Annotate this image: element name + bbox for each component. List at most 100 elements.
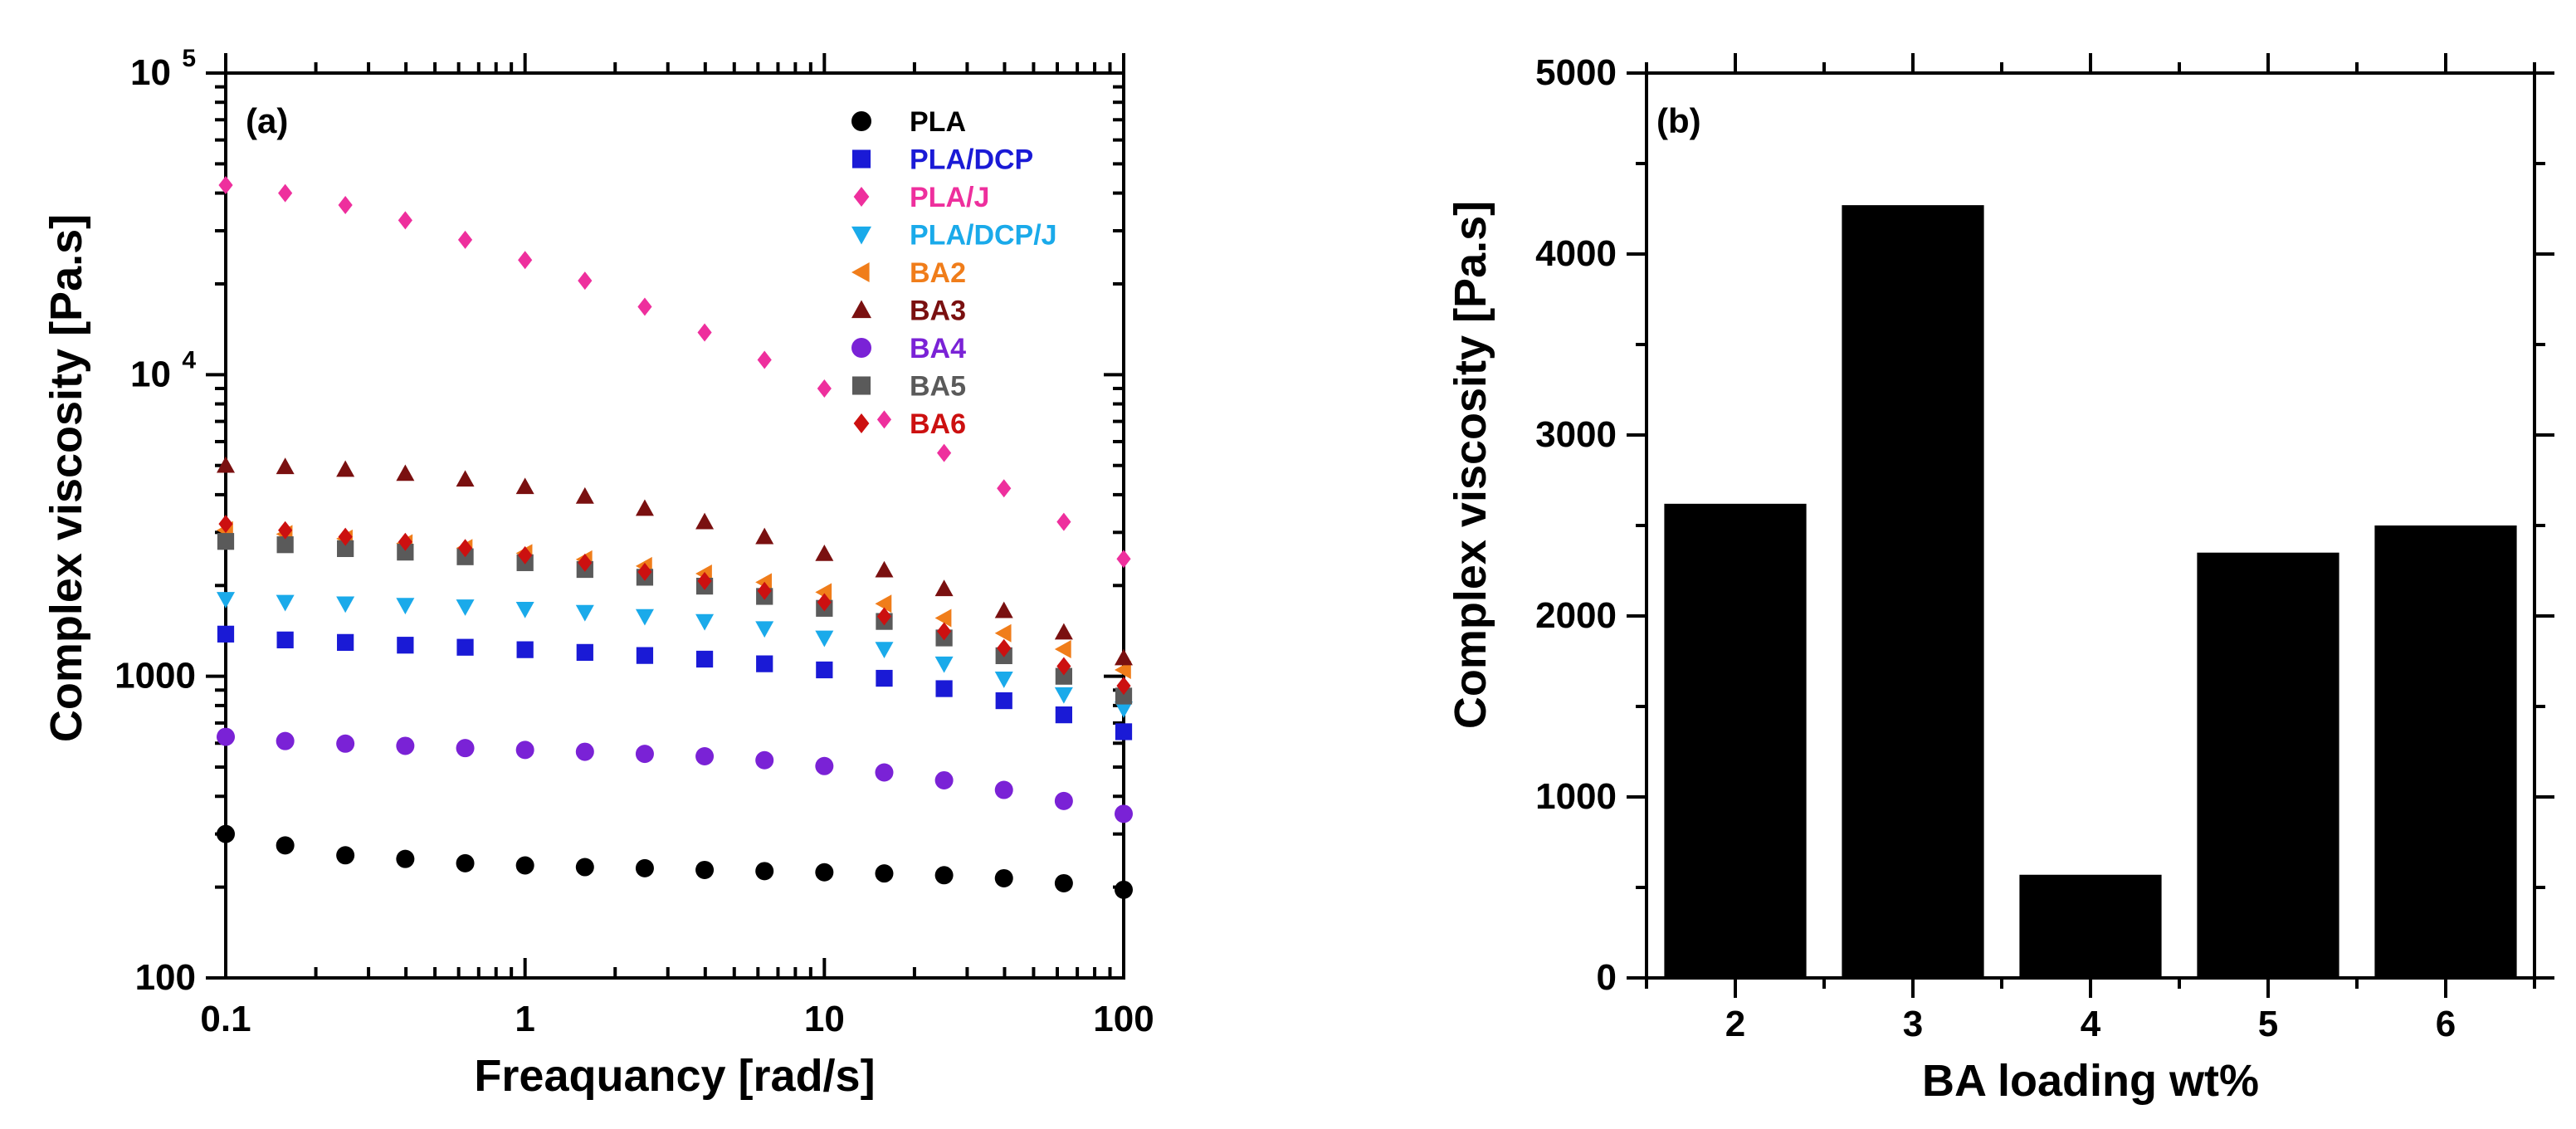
series-ba3: [217, 456, 1133, 666]
data-point: [1054, 623, 1073, 640]
x-tick-label: 0.1: [200, 999, 251, 1039]
legend-label: BA4: [910, 333, 966, 364]
x-tick-label: 6: [2436, 1004, 2456, 1044]
legend-marker: [853, 413, 870, 433]
panel-a-tick-labels: 0.1 1 10 100 100 1000 4 10 5 10: [115, 45, 1154, 1039]
data-point: [217, 625, 235, 643]
data-point: [697, 571, 712, 590]
data-point: [1116, 550, 1131, 569]
data-point: [337, 633, 354, 651]
data-point: [1115, 880, 1133, 899]
data-point: [1115, 687, 1133, 705]
bar: [1842, 205, 1984, 978]
data-point: [697, 323, 712, 342]
data-point: [397, 543, 414, 561]
x-tick-label: 5: [2258, 1004, 2278, 1044]
data-point: [994, 672, 1013, 688]
data-point: [276, 836, 295, 855]
bar: [2374, 525, 2517, 978]
data-point: [396, 464, 415, 481]
data-point: [575, 858, 594, 877]
panel-a-data-points: [217, 176, 1133, 899]
y-tick-label: 2000: [1535, 595, 1617, 636]
legend-marker: [851, 111, 871, 131]
panel-b-x-axis-label: BA loading wt%: [1922, 1056, 2259, 1106]
data-point: [218, 515, 233, 534]
data-point: [398, 532, 412, 551]
data-point: [755, 621, 774, 638]
panel-b: 0 1000 2000 3000 4000 5000 2 3 4 5 6 (b) BA loadin…: [1446, 52, 2554, 1106]
x-tick-label: 100: [1093, 999, 1154, 1039]
panel-b-label: (b): [1656, 101, 1701, 140]
legend-entry: PLA/DCP: [851, 144, 1033, 176]
data-point: [635, 745, 654, 764]
data-point: [815, 863, 834, 882]
data-point: [575, 604, 594, 622]
data-point: [398, 211, 412, 230]
legend-marker: [853, 187, 870, 207]
data-point: [515, 856, 534, 875]
legend-marker: [851, 149, 871, 169]
series-ba6: [218, 515, 1131, 696]
series-pla-dcp: [217, 625, 1133, 740]
data-point: [338, 196, 353, 215]
data-point: [994, 623, 1012, 643]
data-point: [276, 631, 294, 648]
bar: [1664, 503, 1807, 978]
data-point: [815, 756, 834, 775]
data-point: [755, 750, 774, 770]
data-point: [876, 669, 893, 687]
data-point: [1116, 677, 1131, 696]
data-point: [635, 858, 654, 877]
data-point: [1055, 667, 1072, 685]
data-point: [875, 763, 894, 782]
data-point: [755, 527, 774, 545]
data-point: [994, 601, 1013, 618]
data-point: [575, 742, 594, 761]
legend-label: PLA/DCP: [910, 144, 1033, 176]
legend-entry: PLA: [851, 106, 966, 138]
data-point: [278, 183, 293, 203]
data-point: [456, 599, 475, 616]
data-point: [636, 647, 654, 664]
x-tick-label: 3: [1903, 1004, 1923, 1044]
data-point: [456, 739, 475, 758]
data-point: [997, 638, 1012, 657]
data-point: [396, 849, 415, 868]
data-point: [934, 579, 954, 597]
panel-a-label: (a): [246, 101, 288, 140]
data-point: [695, 650, 714, 668]
data-point: [217, 533, 235, 550]
legend-marker: [851, 338, 871, 358]
data-point: [276, 594, 295, 612]
data-point: [875, 642, 894, 659]
data-point: [276, 536, 294, 554]
data-point: [1115, 804, 1133, 824]
panel-a-y-axis-label: Complex viscosity [Pa.s]: [41, 214, 91, 742]
data-point: [934, 866, 954, 885]
data-point: [396, 736, 415, 755]
y-tick-label: 10: [130, 52, 171, 93]
data-point: [457, 230, 473, 249]
data-point: [576, 643, 593, 662]
data-point: [515, 740, 534, 760]
data-point: [935, 680, 953, 697]
data-point: [518, 545, 533, 564]
data-point: [757, 350, 772, 369]
data-point: [575, 486, 594, 504]
data-point: [456, 470, 475, 487]
data-point: [1115, 660, 1131, 679]
y-tick-label: 5000: [1535, 52, 1617, 93]
data-point: [336, 596, 355, 613]
data-point: [756, 655, 773, 672]
legend-marker: [851, 300, 871, 319]
y-tick-label-exponent: 4: [182, 346, 196, 374]
data-point: [876, 607, 892, 626]
y-tick-label: 3000: [1535, 414, 1617, 455]
data-point: [994, 780, 1013, 799]
y-tick-label: 10: [130, 354, 171, 394]
data-point: [637, 297, 652, 316]
data-point: [217, 824, 235, 843]
